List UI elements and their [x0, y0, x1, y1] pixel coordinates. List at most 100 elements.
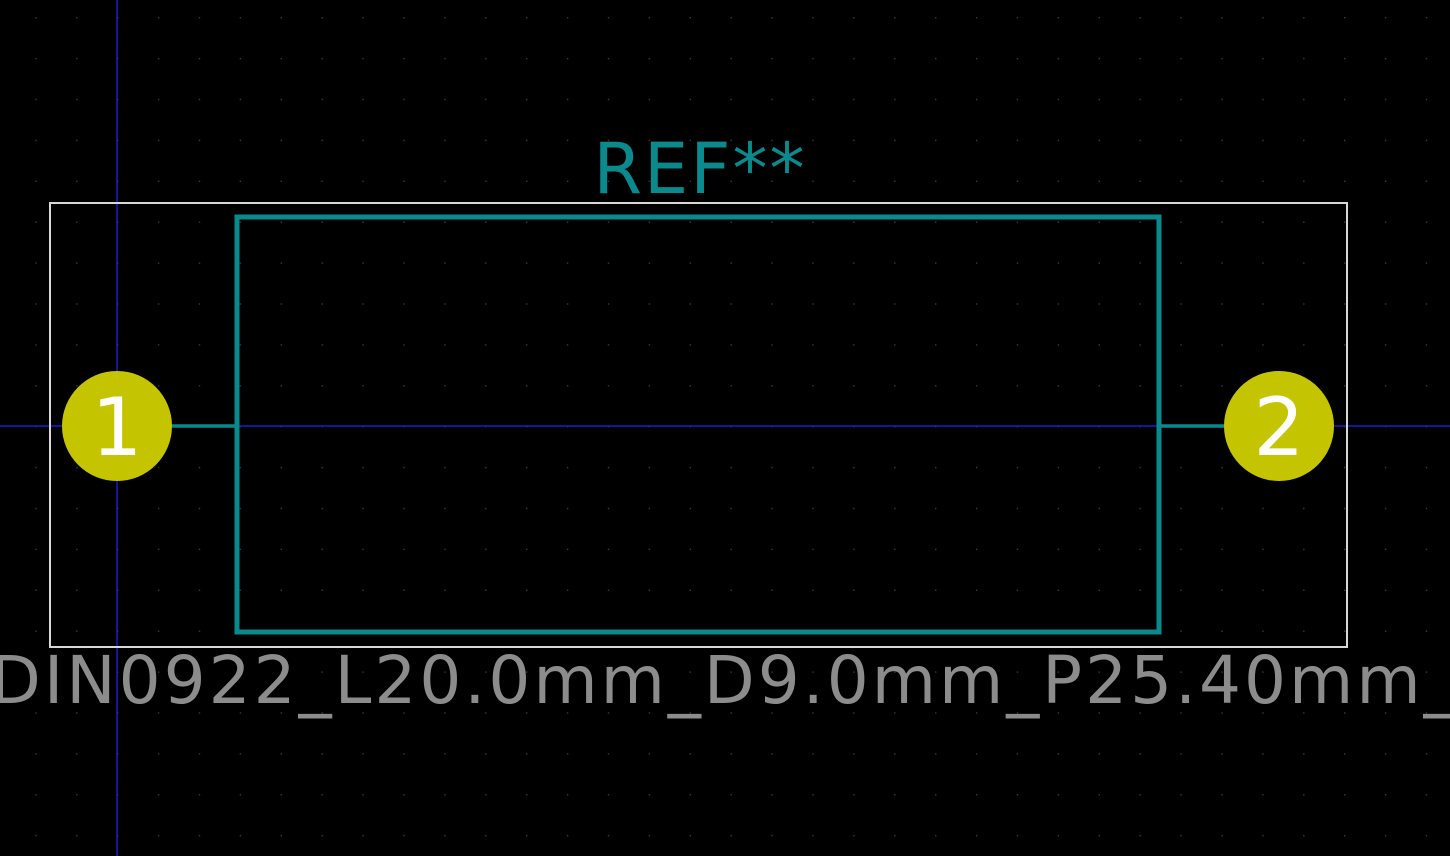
pad-1-number: 1	[92, 381, 143, 474]
grid-dot	[607, 835, 610, 837]
grid-dot	[935, 221, 937, 223]
grid-dot	[935, 303, 937, 305]
pad-1[interactable]: 1	[62, 371, 172, 481]
grid-dot	[648, 507, 651, 510]
grid-dot	[239, 794, 242, 796]
grid-dot	[485, 385, 487, 387]
grid-dot	[1344, 344, 1346, 346]
grid-dot	[403, 753, 405, 755]
grid-dot	[1384, 794, 1387, 796]
grid-dot	[812, 139, 814, 142]
grid-dot	[566, 466, 569, 469]
grid-dot	[362, 17, 364, 19]
grid-dot	[403, 262, 405, 264]
grid-dot	[975, 17, 978, 19]
grid-dot	[35, 835, 37, 837]
footprint-value[interactable]: DIN0922_L20.0mm_D9.0mm_P25.40mm_Ho	[0, 642, 1450, 719]
grid-dot	[1303, 344, 1305, 346]
grid-dot	[1098, 180, 1100, 182]
grid-dot	[444, 753, 446, 755]
grid-dot	[730, 17, 732, 19]
grid-dot	[689, 344, 691, 346]
grid-dot	[198, 385, 201, 387]
grid-dot	[485, 835, 487, 837]
grid-dot	[812, 221, 814, 223]
pad-2-copper[interactable]	[1224, 371, 1334, 481]
grid-dot	[566, 221, 569, 223]
grid-dot	[1221, 548, 1223, 551]
grid-dot	[975, 589, 978, 591]
grid-dot	[648, 17, 651, 19]
grid-dot	[76, 548, 78, 551]
grid-dot	[198, 344, 201, 346]
grid-dot	[894, 712, 896, 714]
grid-dot	[607, 753, 610, 755]
fab-body-outline[interactable]	[234, 214, 1162, 635]
grid-dot	[566, 794, 569, 796]
grid-dot	[975, 548, 978, 551]
grid-dot	[1180, 139, 1182, 142]
grid-dot	[485, 466, 487, 469]
grid-dot	[1180, 57, 1182, 60]
reference-designator[interactable]: REF**	[593, 128, 806, 210]
grid-dot	[280, 303, 282, 305]
grid-dot	[607, 180, 610, 182]
grid-dot	[403, 98, 405, 101]
grid-dot	[1139, 548, 1141, 551]
grid-dot	[1344, 630, 1346, 632]
grid-dot	[239, 57, 242, 60]
grid-dot	[526, 17, 528, 19]
grid-dot	[280, 671, 282, 673]
grid-dot	[1098, 98, 1100, 101]
grid-dot	[76, 139, 78, 142]
grid-dot	[239, 98, 242, 101]
grid-dot	[239, 712, 242, 714]
grid-dot	[403, 712, 405, 714]
grid-dot	[1016, 139, 1019, 142]
grid-dot	[812, 303, 814, 305]
grid-dot	[526, 794, 528, 796]
grid-dot	[1139, 835, 1141, 837]
grid-dot	[403, 221, 405, 223]
grid-dot	[362, 753, 364, 755]
grid-dot	[239, 385, 242, 387]
grid-dot	[1180, 671, 1182, 673]
grid-dot	[321, 794, 323, 796]
grid-dot	[35, 753, 37, 755]
grid-dot	[1384, 835, 1387, 837]
grid-dot	[689, 139, 691, 142]
grid-dot	[607, 712, 610, 714]
grid-dot	[812, 548, 814, 551]
grid-dot	[730, 835, 732, 837]
grid-dot	[894, 17, 896, 19]
grid-dot	[1262, 630, 1264, 632]
grid-dot	[975, 262, 978, 264]
grid-dot	[76, 385, 78, 387]
grid-dot	[1016, 303, 1019, 305]
grid-dot	[1180, 589, 1182, 591]
grid-dot	[362, 835, 364, 837]
grid-dot	[444, 221, 446, 223]
grid-dot	[648, 303, 651, 305]
grid-dot	[975, 712, 978, 714]
grid-dot	[935, 17, 937, 19]
grid-dot	[648, 589, 651, 591]
grid-dot	[1098, 57, 1100, 60]
pad-1-copper[interactable]	[62, 371, 172, 481]
grid-dot	[1016, 548, 1019, 551]
grid-dot	[1098, 139, 1100, 142]
grid-dot	[280, 507, 282, 510]
courtyard-outline[interactable]	[49, 202, 1348, 648]
grid-dot	[280, 98, 282, 101]
grid-dot	[362, 262, 364, 264]
grid-dot	[1425, 753, 1428, 755]
grid-dot	[1384, 630, 1387, 632]
grid-dot	[853, 385, 855, 387]
grid-dot	[485, 794, 487, 796]
pad-2[interactable]: 2	[1224, 371, 1334, 481]
grid-dot	[403, 57, 405, 60]
grid-dot	[485, 589, 487, 591]
grid-dot	[1180, 794, 1182, 796]
